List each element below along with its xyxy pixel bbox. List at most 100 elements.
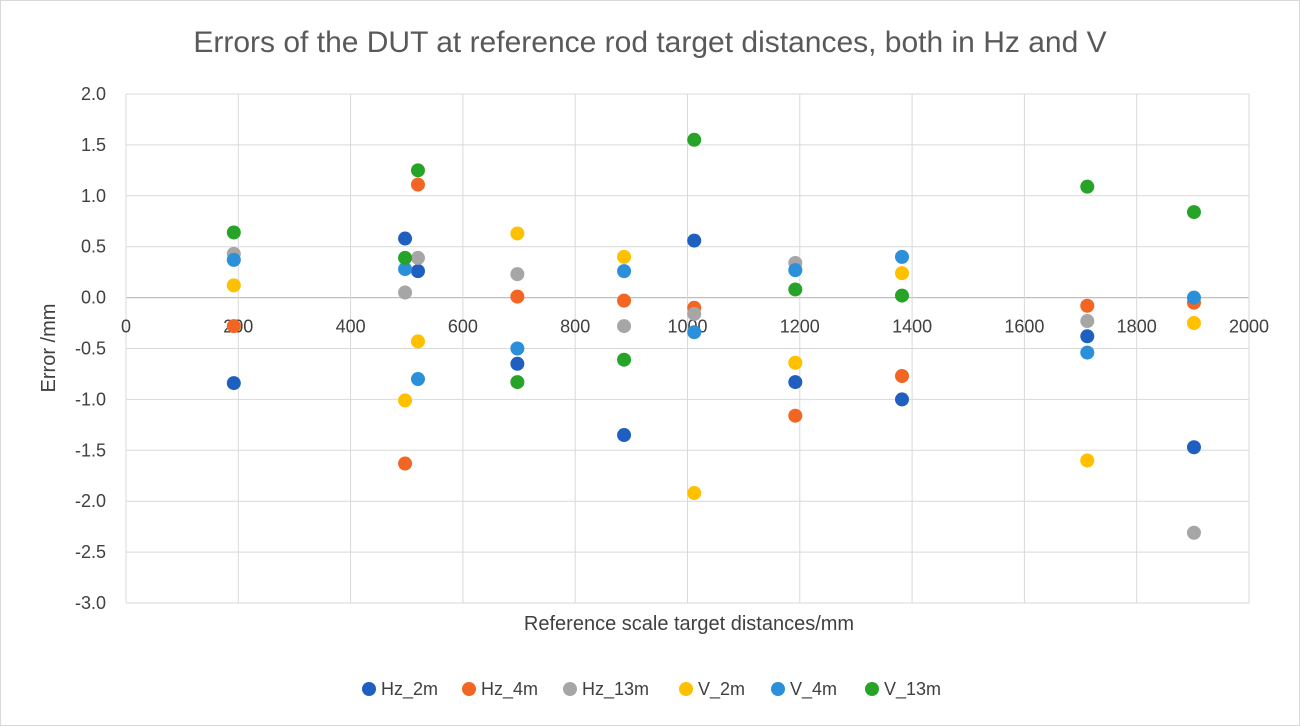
x-tick-label: 1800 <box>1117 317 1157 337</box>
point-v-13m <box>617 352 632 367</box>
point-v-13m <box>398 250 413 265</box>
point-hz-2m <box>1186 440 1201 455</box>
point-v-4m <box>687 325 702 340</box>
point-v-4m <box>1080 345 1095 360</box>
point-hz-4m <box>1080 298 1095 313</box>
point-v-2m <box>1186 316 1201 331</box>
point-hz-2m <box>398 231 413 246</box>
point-hz-13m <box>1186 525 1201 540</box>
y-tick-label: -0.5 <box>75 339 106 359</box>
x-tick-label: 600 <box>448 317 478 337</box>
x-tick-label: 1200 <box>780 317 820 337</box>
x-tick-label: 1600 <box>1004 317 1044 337</box>
x-tick-labels: 0200400600800100012001400160018002000 <box>121 317 1269 337</box>
legend-item-hz-4m: Hz_4m <box>462 679 538 700</box>
y-tick-label: 2.0 <box>81 84 106 104</box>
point-v-13m <box>687 132 702 147</box>
point-hz-13m <box>510 267 525 282</box>
legend-label: V_2m <box>698 679 745 700</box>
x-tick-label: 1400 <box>892 317 932 337</box>
y-tick-label: -2.5 <box>75 542 106 562</box>
legend-label: Hz_13m <box>582 679 649 700</box>
point-v-2m <box>510 226 525 241</box>
legend-marker <box>563 682 577 696</box>
point-v-2m <box>398 393 413 408</box>
legend-item-hz-2m: Hz_2m <box>362 679 438 700</box>
y-tick-label: -1.5 <box>75 440 106 460</box>
point-hz-2m <box>410 264 425 279</box>
point-hz-13m <box>687 306 702 321</box>
point-v-13m <box>410 163 425 178</box>
point-v-13m <box>226 225 241 240</box>
data-points <box>226 132 1201 540</box>
point-hz-13m <box>410 250 425 265</box>
y-axis-title: Error /mm <box>38 304 60 393</box>
x-tick-label: 800 <box>560 317 590 337</box>
point-hz-4m <box>226 319 241 334</box>
point-hz-13m <box>617 319 632 334</box>
legend-marker <box>865 682 879 696</box>
point-v-2m <box>894 266 909 281</box>
y-tick-label: 1.5 <box>81 135 106 155</box>
legend-label: Hz_4m <box>481 679 538 700</box>
legend: Hz_2m Hz_4m Hz_13m V_2m V_4m V_13m <box>362 679 941 700</box>
point-hz-4m <box>410 177 425 192</box>
point-v-2m <box>410 334 425 349</box>
legend-item-v-13m: V_13m <box>865 679 941 700</box>
point-hz-4m <box>617 293 632 308</box>
x-axis-title: Reference scale target distances/mm <box>524 613 854 635</box>
point-v-4m <box>1186 290 1201 305</box>
point-hz-4m <box>398 456 413 471</box>
point-v-13m <box>510 375 525 390</box>
point-v-2m <box>687 486 702 501</box>
y-tick-label: 0.5 <box>81 237 106 257</box>
point-hz-2m <box>510 356 525 371</box>
x-tick-label: 0 <box>121 317 131 337</box>
grid-lines <box>125 93 1250 604</box>
legend-marker <box>362 682 376 696</box>
point-hz-4m <box>788 408 803 423</box>
legend-label: Hz_2m <box>381 679 438 700</box>
point-hz-2m <box>687 233 702 248</box>
legend-item-v-4m: V_4m <box>771 679 837 700</box>
chart-title: Errors of the DUT at reference rod targe… <box>193 26 1106 59</box>
legend-label: V_4m <box>790 679 837 700</box>
point-hz-13m <box>1080 314 1095 329</box>
point-v-2m <box>226 278 241 293</box>
point-hz-13m <box>398 285 413 300</box>
legend-label: V_13m <box>884 679 941 700</box>
point-v-4m <box>510 341 525 356</box>
y-tick-label: -3.0 <box>75 593 106 613</box>
point-v-4m <box>410 372 425 387</box>
point-v-2m <box>788 355 803 370</box>
point-hz-2m <box>894 392 909 407</box>
point-v-4m <box>788 263 803 278</box>
point-v-13m <box>1080 179 1095 194</box>
point-v-4m <box>226 252 241 267</box>
legend-marker <box>771 682 785 696</box>
point-hz-2m <box>788 375 803 390</box>
point-v-4m <box>894 249 909 264</box>
legend-item-v-2m: V_2m <box>679 679 745 700</box>
y-tick-label: 1.0 <box>81 186 106 206</box>
point-v-13m <box>1186 205 1201 220</box>
x-tick-label: 2000 <box>1229 317 1269 337</box>
x-tick-label: 400 <box>336 317 366 337</box>
legend-item-hz-13m: Hz_13m <box>563 679 649 700</box>
point-hz-2m <box>1080 329 1095 344</box>
y-tick-label: -1.0 <box>75 389 106 409</box>
y-tick-label: -2.0 <box>75 491 106 511</box>
legend-marker <box>462 682 476 696</box>
legend-marker <box>679 682 693 696</box>
y-tick-labels: 2.0 1.5 1.0 0.5 0.0 -0.5 -1.0 -1.5 -2.0 -2.5 -3.0 <box>75 84 106 613</box>
point-v-2m <box>617 249 632 264</box>
point-v-2m <box>1080 453 1095 468</box>
point-v-13m <box>894 288 909 303</box>
point-v-4m <box>398 262 413 277</box>
point-hz-4m <box>894 368 909 383</box>
point-hz-2m <box>617 428 632 443</box>
point-hz-4m <box>510 289 525 304</box>
point-v-4m <box>617 264 632 279</box>
